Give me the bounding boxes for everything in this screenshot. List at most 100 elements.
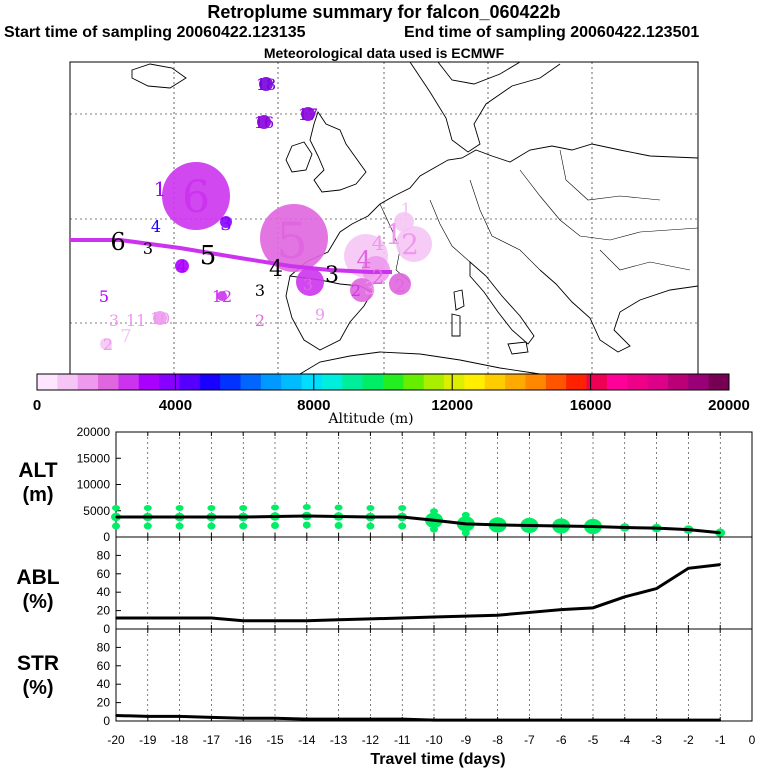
x-axis: -20 -19 -18 -17 -16 -15 -14 -13 -12 -11 -10 -9 -8 -7-… — [107, 733, 755, 768]
str-y-tick-label: 40 — [97, 677, 111, 691]
x-tick-label: -2 — [683, 733, 694, 747]
abl-data-point — [592, 607, 594, 609]
str-data-point — [274, 717, 276, 720]
plume-day-label: 3 — [303, 275, 313, 294]
alt-spread-marker — [143, 505, 152, 512]
x-tick-label: -18 — [171, 733, 189, 747]
plume-track-line — [70, 238, 392, 274]
abl-panel: 80 60 40 20 0 ABL(%) — [16, 536, 753, 636]
plume-circle — [350, 278, 374, 302]
plume-day-label: 2 — [351, 281, 361, 300]
abl-y-tick-label: 80 — [97, 548, 111, 562]
x-tick-label: -7 — [524, 733, 535, 747]
plume-day-label: 11 — [126, 311, 146, 330]
plume-circle — [301, 107, 315, 121]
abl-data-point — [719, 563, 721, 566]
plume-day-label: 1 — [400, 200, 411, 221]
x-tick-label: -14 — [298, 733, 316, 747]
colorbar-tick-label: 20000 — [708, 397, 750, 414]
alt-data-point — [369, 516, 372, 518]
str-data-point — [242, 717, 244, 720]
coastlines — [131, 61, 699, 375]
x-tick-label: -19 — [139, 733, 157, 747]
str-data-point — [337, 718, 340, 720]
str-data-point — [624, 719, 626, 721]
alt-spread-marker — [271, 504, 279, 511]
plume-circles — [100, 77, 432, 350]
alt-spread-marker — [366, 505, 375, 512]
colorbar-cell — [321, 374, 343, 390]
alt-spread-marker — [430, 508, 438, 515]
colorbar-cell — [342, 374, 364, 390]
alt-spread-marker — [271, 522, 279, 530]
abl-data-point — [210, 617, 213, 619]
abl-data-point — [306, 619, 308, 622]
time-series-panels: 20000150001000050000ALT(m)806040200ABL(%… — [16, 425, 755, 768]
plume-day-label: 2 — [103, 335, 113, 354]
colorbar-cell — [545, 374, 567, 390]
colorbar-cell — [240, 374, 262, 390]
plume-day-label: 3 — [325, 263, 339, 288]
colorbar-tick-label: 4000 — [159, 397, 192, 414]
colorbar-tick-label: 12000 — [431, 397, 473, 414]
colorbar-cell — [57, 374, 79, 390]
str-data-point — [528, 719, 531, 721]
abl-data-point — [147, 617, 149, 619]
x-tick-label: -13 — [330, 733, 348, 747]
abl-data-point — [242, 619, 244, 622]
colorbar-cell — [179, 374, 201, 390]
colorbar-cell — [260, 374, 282, 390]
alt-spread-marker — [398, 505, 407, 512]
str-data-point — [147, 715, 149, 718]
end-time-label: End time of sampling 20060422.123501 — [404, 24, 700, 41]
alt-data-point — [528, 524, 531, 527]
plume-day-label: 2 — [394, 276, 405, 297]
plume-circle — [162, 162, 230, 230]
alt-data-point — [719, 532, 721, 534]
plume-day-label: 4 — [372, 231, 385, 255]
abl-series-line — [116, 563, 721, 623]
plume-day-label: 4 — [151, 217, 161, 236]
alt-spread-marker — [302, 504, 311, 510]
x-tick-label: -4 — [619, 733, 630, 747]
x-tick-label: -8 — [492, 733, 503, 747]
str-data-point — [369, 718, 372, 720]
str-y-tick-label: 60 — [97, 659, 111, 673]
plume-day-label: 3 — [364, 278, 375, 299]
abl-data-point — [274, 619, 276, 622]
colorbar-cell — [423, 374, 445, 390]
colorbar-cell — [98, 374, 119, 390]
x-tick-label: -11 — [394, 733, 411, 747]
x-tick-label: -16 — [235, 733, 253, 747]
colorbar-cell — [566, 374, 588, 390]
colorbar-tick-label: 8000 — [297, 397, 330, 414]
str-panel-label: STR — [17, 652, 59, 675]
x-tick-label: 0 — [749, 733, 756, 747]
str-panel: 80 60 40 20 0 STR(%) — [17, 628, 753, 728]
alt-data-point — [306, 515, 308, 517]
plume-day-label: 7 — [120, 326, 131, 347]
alt-spread-marker — [175, 522, 184, 530]
x-tick-label: -3 — [651, 733, 662, 747]
colorbar-cell — [199, 374, 221, 390]
plume-day-label: 4 — [356, 246, 371, 274]
alt-y-tick-label: 5000 — [83, 504, 110, 518]
start-time-label: Start time of sampling 20060422.123135 — [4, 24, 306, 41]
x-tick-label: -6 — [556, 733, 567, 747]
colorbar-cell — [444, 374, 465, 390]
str-data-point — [210, 716, 213, 719]
colorbar-cell — [77, 374, 99, 390]
plume-circle — [257, 115, 271, 129]
abl-data-point — [337, 619, 340, 621]
plume-day-label: 2 — [401, 228, 419, 261]
colorbar-cell — [708, 374, 730, 390]
sampling-times: Start time of sampling 20060422.123135 E… — [4, 24, 764, 42]
colorbar-cell — [403, 374, 425, 390]
abl-y-tick-label: 0 — [103, 622, 110, 636]
alt-y-tick-label: 20000 — [77, 425, 111, 439]
abl-data-point — [178, 617, 181, 619]
alt-spread-marker — [334, 504, 343, 511]
alt-spread-marker — [430, 525, 438, 533]
str-series-line — [115, 713, 721, 722]
